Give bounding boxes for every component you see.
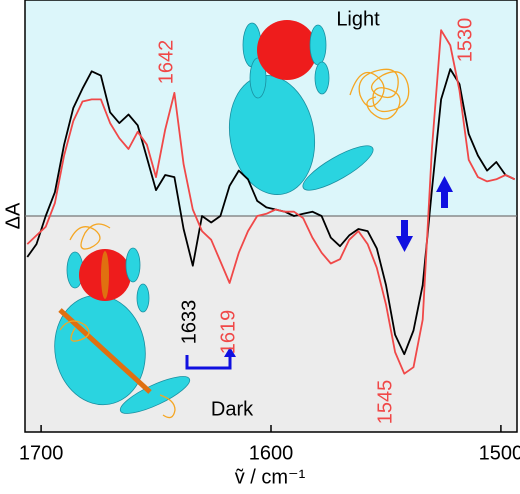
spectrum-line [26,29,516,375]
x-axis-label: ṽ / cm⁻¹ [235,466,306,488]
arrows [185,176,453,370]
x-tick-label: 1600 [249,442,294,464]
spectrum-line [26,68,516,356]
annotation: Light [336,8,380,30]
x-tick-label: 1700 [19,442,64,464]
light-cartoon [228,20,410,195]
annotation: 1619 [217,310,239,355]
annotation: Dark [211,398,254,420]
annotation: 1642 [155,40,177,85]
annotation: 1545 [374,380,396,425]
y-axis-label: ΔA [2,202,24,229]
annotation: 1530 [454,18,476,63]
dark-cartoon [54,223,191,419]
x-tick-label: 1500 [479,442,520,464]
annotation: 1633 [178,300,200,345]
